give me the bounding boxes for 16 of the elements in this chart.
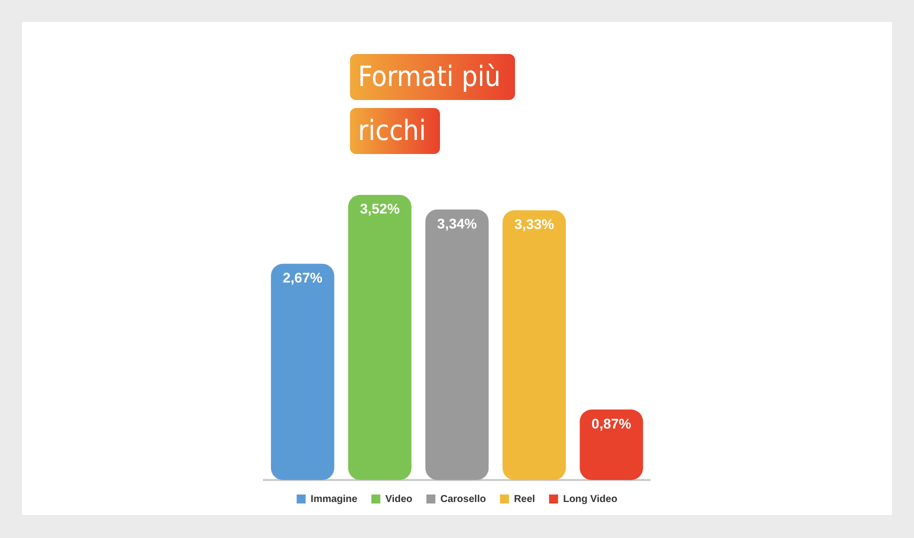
chart-title: Formati più ricchi: [350, 54, 515, 154]
legend-label: Video: [385, 494, 412, 505]
bar: [580, 410, 644, 480]
legend-label: Long Video: [563, 494, 618, 505]
data-label: 0,87%: [592, 415, 632, 432]
legend-label: Reel: [514, 494, 536, 505]
data-label: 3,33%: [514, 216, 555, 232]
legend-label: Carosello: [440, 494, 486, 505]
data-label: 3,34%: [437, 215, 478, 232]
bar: [348, 194, 412, 480]
bar: [425, 209, 489, 480]
data-label: 2,67%: [282, 270, 323, 286]
bar: [502, 210, 566, 480]
legend-label: Immagine: [310, 494, 358, 505]
data-label: 3,52%: [360, 200, 400, 217]
bar: [270, 264, 334, 480]
